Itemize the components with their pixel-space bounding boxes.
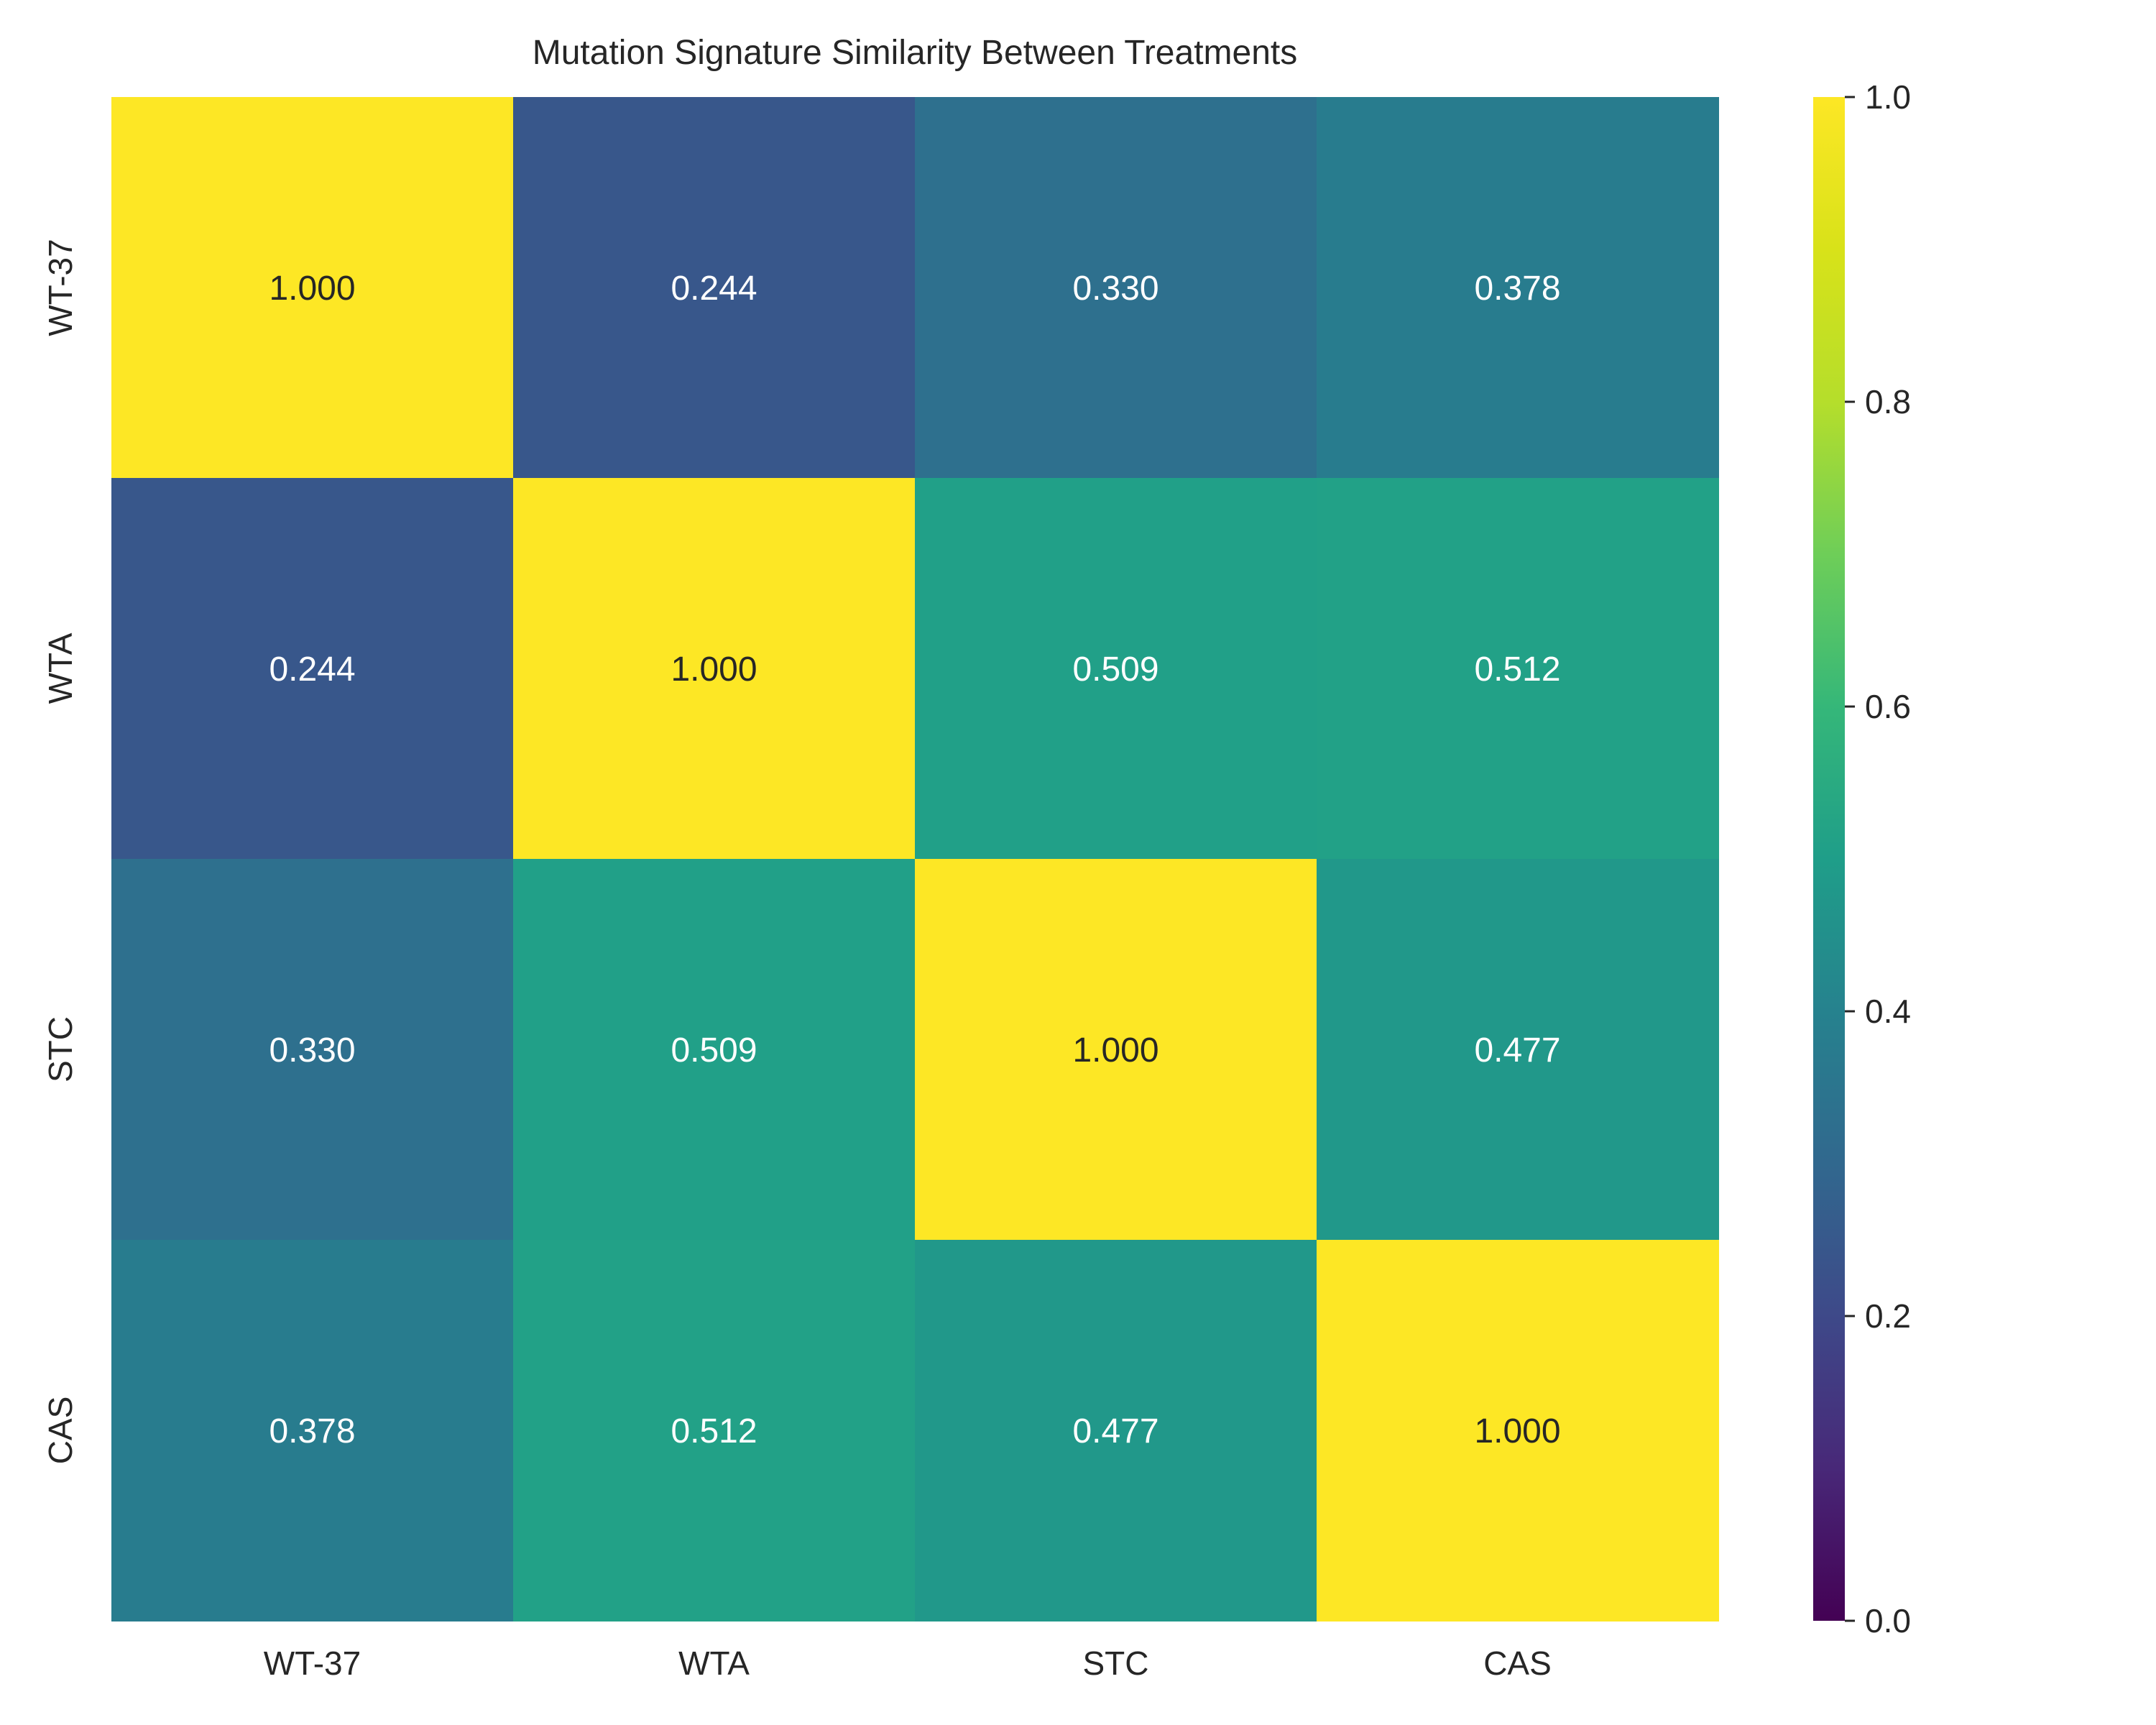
cell-value-label: 1.000	[1474, 1412, 1560, 1450]
y-tick-label: WTA	[42, 632, 79, 704]
cell-value-label: 0.512	[671, 1412, 757, 1450]
heatmap-cell	[513, 97, 916, 479]
cell-value-label: 0.244	[269, 650, 355, 689]
chart-title: Mutation Signature Similarity Between Tr…	[533, 34, 1297, 72]
heatmap-cell	[915, 97, 1317, 479]
heatmap-cell	[111, 859, 514, 1241]
heatmap-cell	[1317, 478, 1719, 860]
cell-value-label: 0.512	[1474, 650, 1560, 689]
cell-value-label: 0.330	[269, 1031, 355, 1070]
colorbar-tick-label: 0.6	[1865, 688, 1911, 725]
heatmap-cell	[513, 478, 916, 860]
heatmap-cell	[513, 1240, 916, 1622]
y-tick-label: STC	[42, 1016, 79, 1082]
cell-value-label: 1.000	[269, 270, 355, 308]
x-tick-label: WT-37	[264, 1644, 361, 1682]
heatmap-cell	[915, 478, 1317, 860]
heatmap-cells: 1.000 0.244 0.330 0.378 0.244 1.000 0.509 0.512…	[111, 97, 1719, 1622]
colorbar-tick-label: 0.0	[1865, 1602, 1911, 1639]
colorbar-tick-label: 0.2	[1865, 1297, 1911, 1335]
cell-value-label: 0.244	[671, 270, 757, 308]
cell-value-label: 0.477	[1072, 1412, 1158, 1450]
x-tick-label: WTA	[678, 1644, 750, 1682]
colorbar-ticks: 0.0 0.2 0.4 0.6 0.8 1.0	[1845, 78, 1911, 1639]
cell-value-label: 0.509	[671, 1031, 757, 1070]
cell-value-label: 1.000	[1072, 1031, 1158, 1070]
cell-value-label: 0.509	[1072, 650, 1158, 689]
y-tick-label: WT-37	[42, 239, 79, 336]
x-tick-label: CAS	[1483, 1644, 1552, 1682]
cell-value-label: 0.330	[1072, 270, 1158, 308]
heatmap-cell	[1317, 97, 1719, 479]
y-tick-label: CAS	[42, 1397, 79, 1465]
colorbar-tick-label: 0.8	[1865, 383, 1911, 420]
heatmap-cell	[915, 859, 1317, 1241]
heatmap-cell	[513, 859, 916, 1241]
x-axis-ticks: WT-37 WTA STC CAS	[264, 1644, 1552, 1682]
colorbar-tick-label: 0.4	[1865, 993, 1911, 1030]
heatmap-cell	[1317, 859, 1719, 1241]
y-axis-ticks: WT-37 WTA STC CAS	[42, 239, 79, 1464]
cell-value-label: 0.477	[1474, 1031, 1560, 1070]
cell-value-label: 0.378	[1474, 270, 1560, 308]
cell-value-label: 0.378	[269, 1412, 355, 1450]
cell-value-label: 1.000	[671, 650, 757, 689]
x-tick-label: STC	[1083, 1644, 1149, 1682]
heatmap-cell	[111, 1240, 514, 1622]
heatmap-cell	[1317, 1240, 1719, 1622]
heatmap-cell	[111, 478, 514, 860]
colorbar-tick-label: 1.0	[1865, 78, 1911, 116]
colorbar	[1813, 97, 1845, 1621]
heatmap-cell	[915, 1240, 1317, 1622]
heatmap-cell	[111, 97, 514, 479]
